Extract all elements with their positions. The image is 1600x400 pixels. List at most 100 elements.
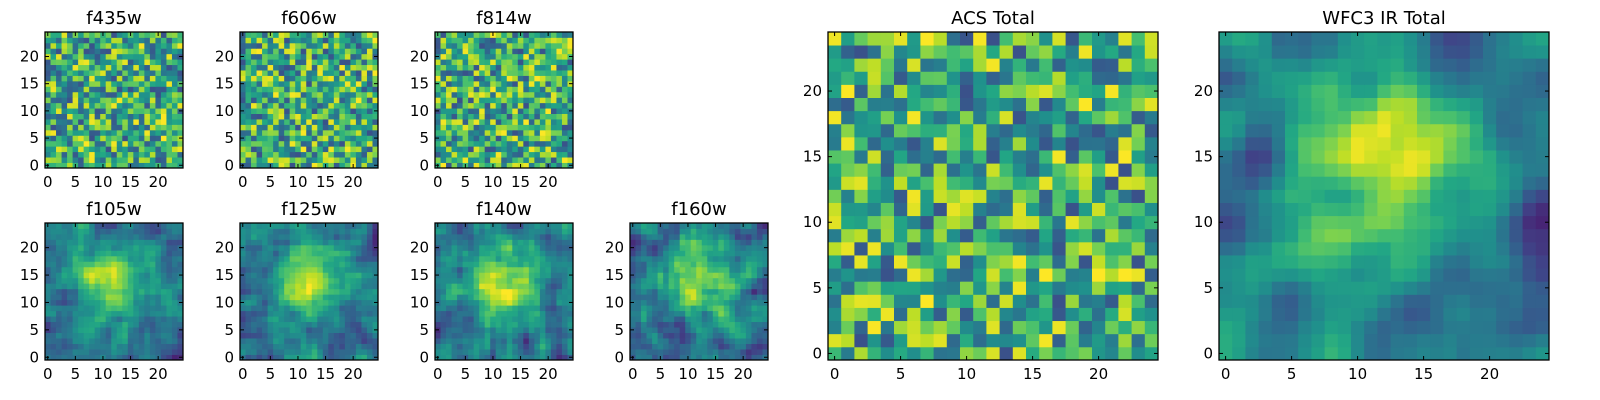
heatmap-cell — [630, 266, 636, 273]
heatmap-cell — [122, 343, 129, 350]
heatmap-cell — [946, 228, 961, 243]
heatmap-cell — [828, 163, 842, 177]
heatmap-cell — [960, 163, 974, 177]
heatmap-cell — [718, 343, 725, 350]
heatmap-cell — [171, 299, 178, 306]
heatmap-cell — [539, 261, 546, 268]
heatmap-cell — [512, 277, 519, 284]
heatmap-cell — [133, 266, 140, 273]
heatmap-cell — [306, 135, 313, 142]
heatmap-cell — [841, 268, 855, 282]
heatmap-cell — [344, 42, 351, 49]
heatmap-cell — [696, 305, 703, 312]
heatmap-cell — [506, 64, 513, 71]
heatmap-cell — [160, 135, 167, 142]
x-tick-label: 0 — [43, 173, 53, 191]
heatmap-cell — [1105, 176, 1119, 190]
heatmap-cell — [155, 59, 162, 66]
heatmap-cell — [1012, 189, 1027, 203]
heatmap-cell — [322, 277, 329, 284]
heatmap-cell — [122, 157, 129, 163]
heatmap-cell — [506, 102, 513, 109]
heatmap-cell — [166, 53, 173, 60]
heatmap-cell — [89, 53, 96, 60]
heatmap-cell — [854, 189, 868, 203]
x-tick-label: 0 — [628, 365, 638, 383]
heatmap-cell — [690, 244, 697, 251]
heatmap-cell — [155, 157, 162, 163]
heatmap-cell — [284, 294, 291, 301]
heatmap-cell — [138, 42, 145, 49]
heatmap-cell — [506, 327, 513, 333]
heatmap-cell — [484, 239, 491, 246]
heatmap-cell — [273, 250, 280, 257]
heatmap-cell — [155, 42, 162, 49]
heatmap-cell — [517, 70, 524, 76]
heatmap-cell — [339, 97, 346, 104]
heatmap-cell — [166, 32, 173, 38]
heatmap-cell — [166, 42, 173, 49]
heatmap-cell — [556, 239, 563, 246]
heatmap-cell — [256, 332, 263, 339]
heatmap-cell — [490, 64, 497, 71]
heatmap-cell — [355, 32, 362, 38]
heatmap-cell — [67, 97, 73, 104]
heatmap-cell — [122, 146, 129, 153]
heatmap-cell — [267, 272, 274, 279]
heatmap-cell — [567, 332, 574, 339]
heatmap-cell — [333, 102, 340, 109]
heatmap-cell — [366, 277, 373, 284]
heatmap-cell — [435, 255, 441, 262]
heatmap-cell — [539, 119, 546, 125]
heatmap-cell — [333, 151, 340, 158]
heatmap-cell — [306, 288, 313, 295]
heatmap-cell — [56, 338, 62, 344]
heatmap-cell — [479, 70, 486, 76]
heatmap-cell — [317, 75, 324, 82]
heatmap-cell — [100, 338, 107, 344]
heatmap-cell — [946, 150, 961, 164]
heatmap-cell — [867, 294, 882, 308]
heatmap-cell — [122, 48, 129, 55]
heatmap-cell — [245, 32, 252, 38]
heatmap-cell — [561, 250, 568, 257]
heatmap-cell — [550, 266, 557, 273]
heatmap-cell — [240, 151, 246, 158]
heatmap-cell — [166, 59, 173, 66]
heatmap-cell — [854, 346, 868, 361]
heatmap-cell — [45, 239, 51, 246]
heatmap-cell — [166, 255, 173, 262]
heatmap-cell — [501, 59, 508, 66]
heatmap-cell — [451, 310, 458, 317]
heatmap-cell — [328, 305, 335, 312]
heatmap-cell — [100, 102, 107, 109]
heatmap-cell — [723, 310, 730, 317]
heatmap-cell — [333, 233, 340, 240]
heatmap-cell — [111, 332, 118, 339]
heatmap-cell — [646, 266, 653, 273]
heatmap-cell — [122, 244, 129, 251]
heatmap-cell — [999, 268, 1014, 282]
heatmap-cell — [462, 228, 469, 235]
heatmap-cell — [160, 53, 167, 60]
heatmap-cell — [289, 343, 296, 350]
heatmap-cell — [867, 202, 882, 217]
heatmap-cell — [138, 310, 145, 317]
heatmap-cell — [171, 113, 178, 120]
heatmap-cell — [284, 332, 291, 339]
heatmap-cell — [289, 86, 296, 93]
heatmap-cell — [133, 354, 140, 361]
heatmap-cell — [534, 32, 541, 38]
panel-title: f140w — [476, 199, 531, 220]
heatmap-cell — [468, 239, 475, 246]
heatmap-cell — [501, 223, 508, 229]
heatmap-cell — [78, 70, 85, 76]
heatmap-cell — [457, 266, 463, 273]
heatmap-cell — [657, 316, 664, 323]
heatmap-cell — [534, 277, 541, 284]
heatmap-cell — [350, 140, 357, 147]
heatmap-cell — [696, 244, 703, 251]
heatmap-cell — [322, 305, 329, 312]
heatmap-cell — [745, 233, 752, 240]
heatmap-cell — [630, 349, 636, 355]
